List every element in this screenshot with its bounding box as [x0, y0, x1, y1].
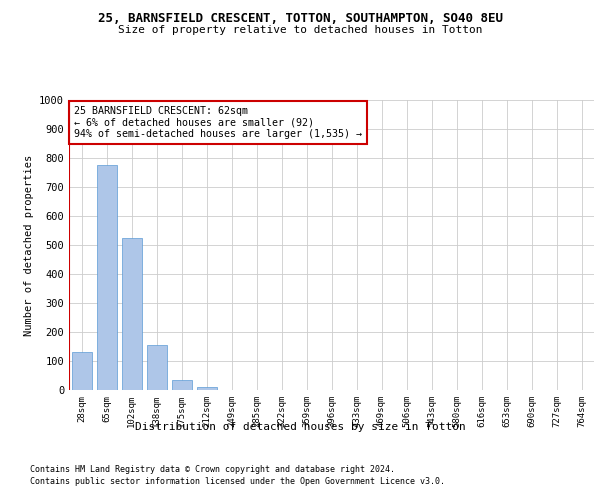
- Bar: [71, 352, 91, 390]
- Text: 25 BARNSFIELD CRESCENT: 62sqm
← 6% of detached houses are smaller (92)
94% of se: 25 BARNSFIELD CRESCENT: 62sqm ← 6% of de…: [74, 106, 362, 139]
- Bar: [97, 166, 116, 390]
- Text: Distribution of detached houses by size in Totton: Distribution of detached houses by size …: [134, 422, 466, 432]
- Bar: [172, 380, 191, 390]
- Text: Contains HM Land Registry data © Crown copyright and database right 2024.: Contains HM Land Registry data © Crown c…: [30, 465, 395, 474]
- Bar: [121, 238, 142, 390]
- Y-axis label: Number of detached properties: Number of detached properties: [23, 154, 34, 336]
- Bar: [197, 387, 217, 390]
- Text: Contains public sector information licensed under the Open Government Licence v3: Contains public sector information licen…: [30, 478, 445, 486]
- Text: 25, BARNSFIELD CRESCENT, TOTTON, SOUTHAMPTON, SO40 8EU: 25, BARNSFIELD CRESCENT, TOTTON, SOUTHAM…: [97, 12, 503, 26]
- Text: Size of property relative to detached houses in Totton: Size of property relative to detached ho…: [118, 25, 482, 35]
- Bar: [146, 345, 167, 390]
